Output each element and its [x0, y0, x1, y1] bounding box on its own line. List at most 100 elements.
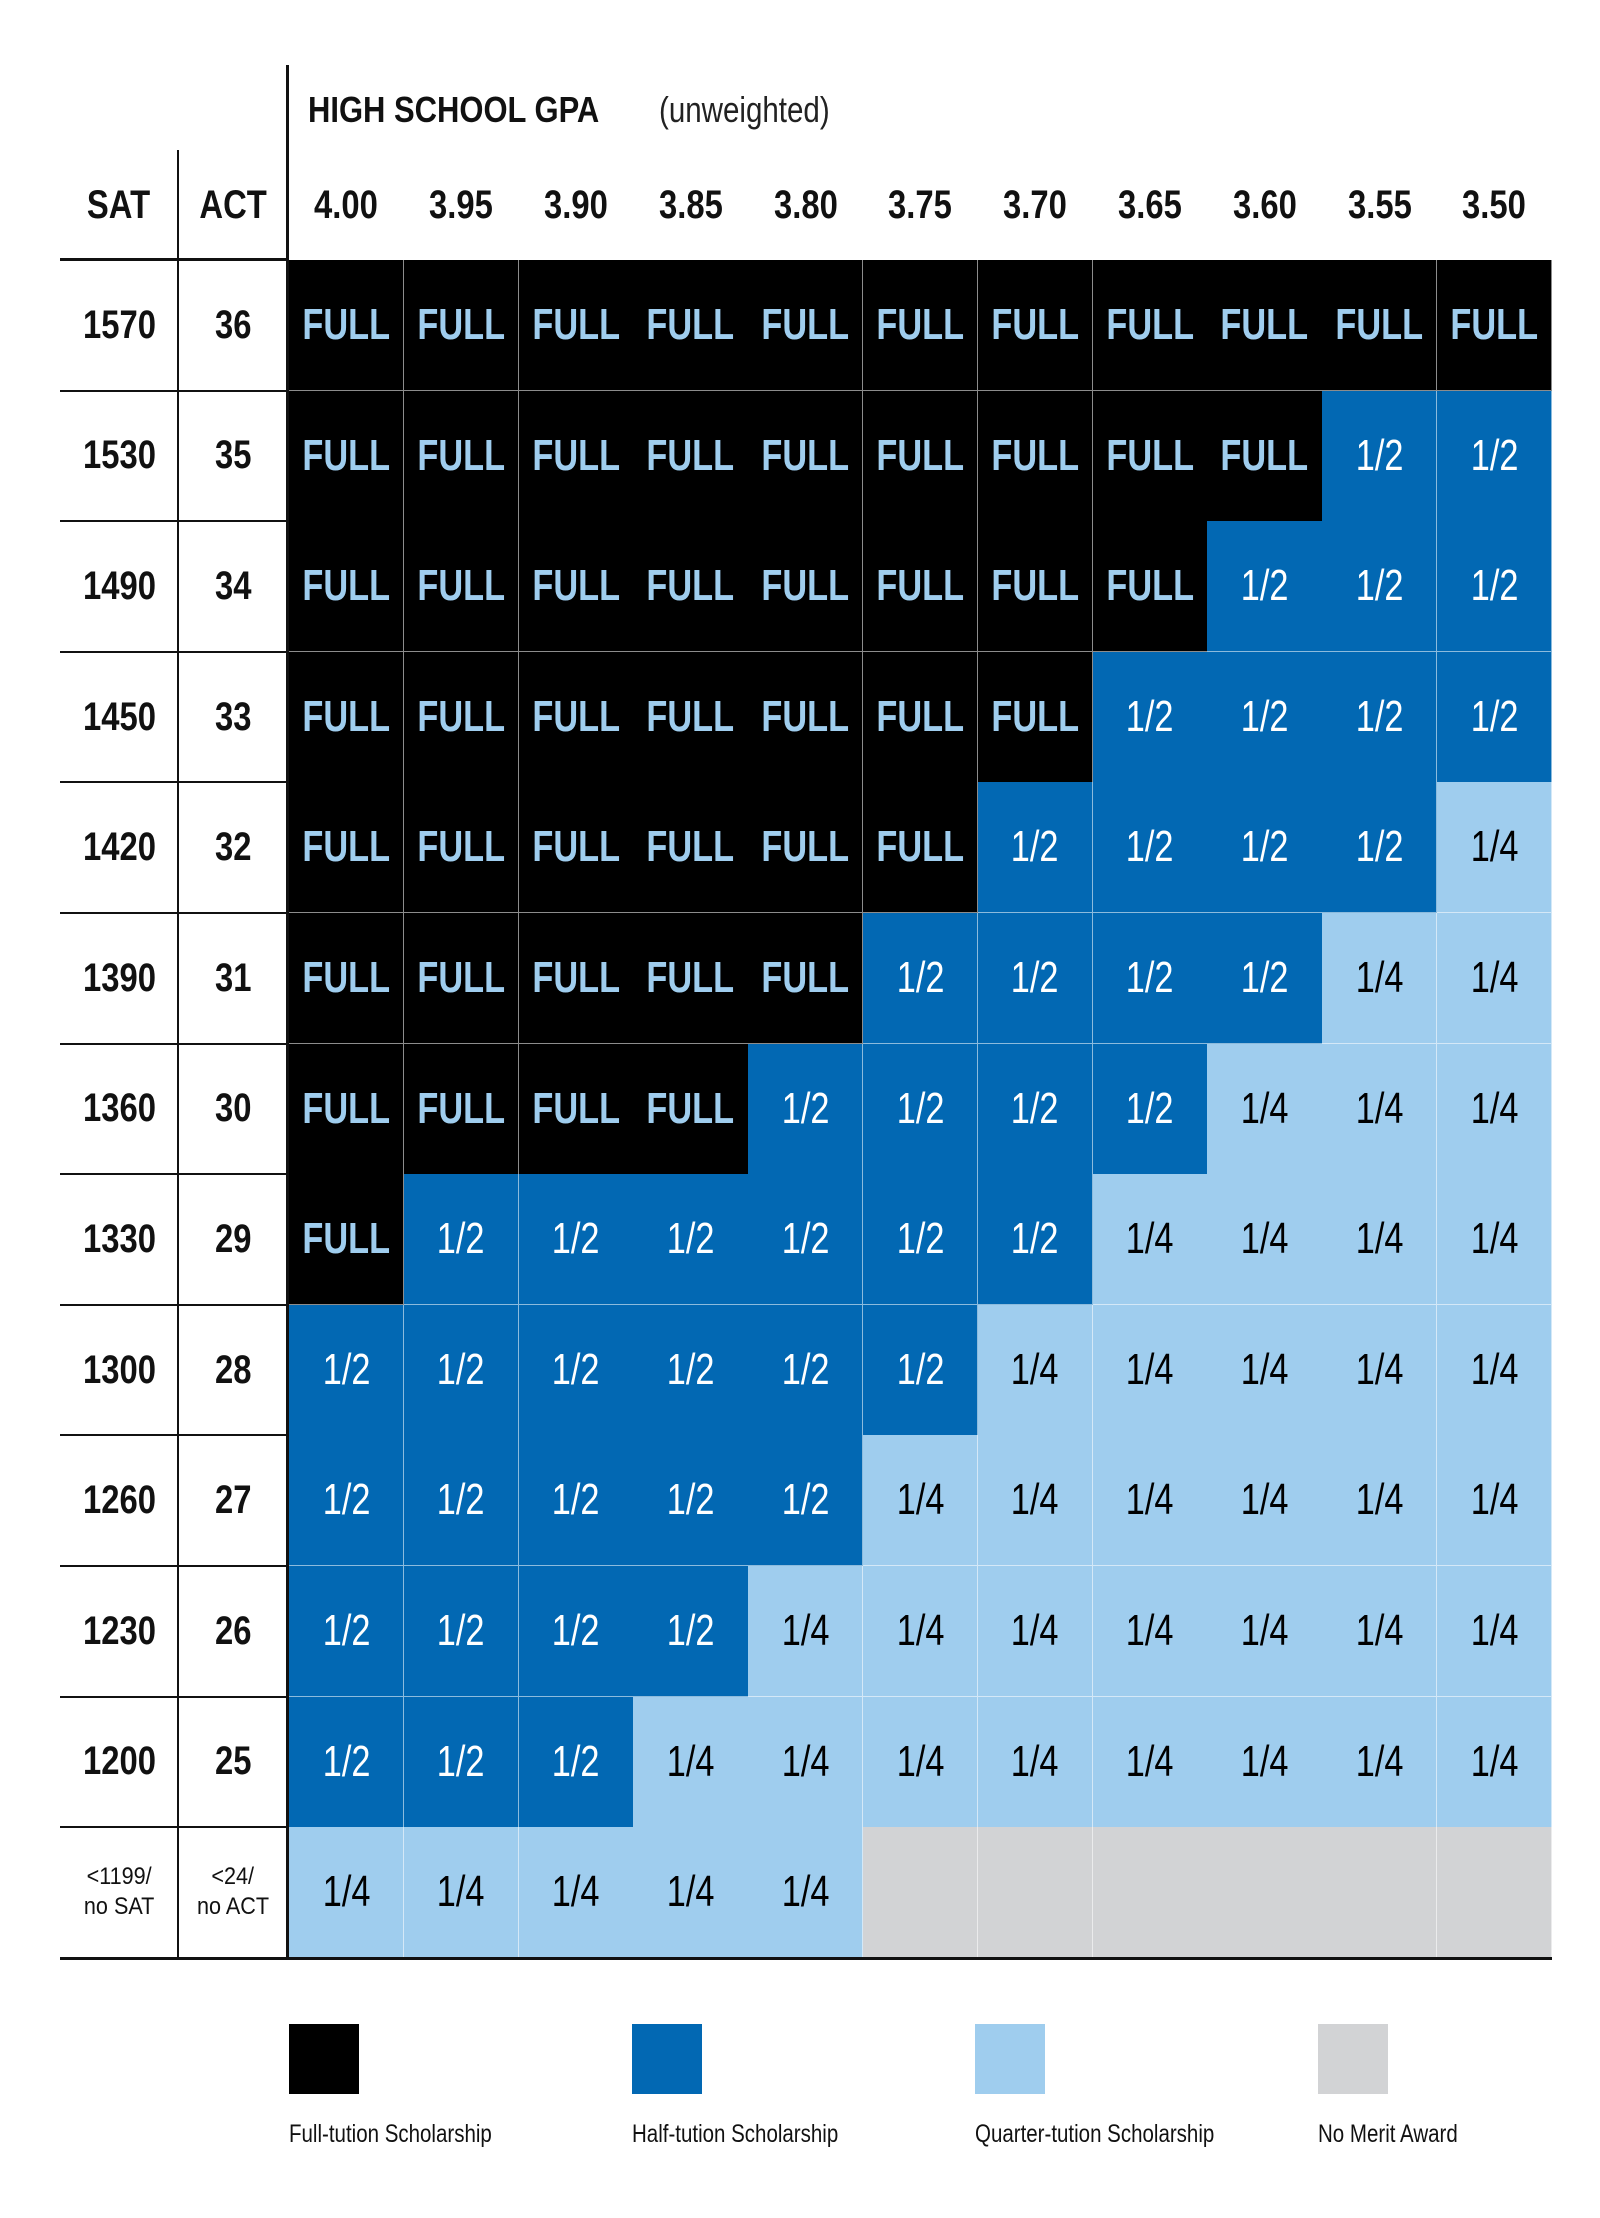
award-label: 1/4	[781, 1606, 830, 1656]
sat-score-label: 1300	[82, 1347, 156, 1392]
award-cell-full: FULL	[518, 390, 634, 522]
award-label: 1/2	[437, 1475, 485, 1525]
award-cell-half: 1/2	[403, 1435, 520, 1567]
sat-score-cell: 1260	[60, 1435, 178, 1566]
award-label: 1/2	[1011, 1083, 1059, 1133]
award-cell-half: 1/2	[289, 1566, 405, 1698]
award-cell-full: FULL	[633, 390, 749, 522]
legend-label-half: Half-tution Scholarship	[632, 2120, 952, 2160]
award-cell-half: 1/2	[748, 1435, 864, 1567]
legend-label-text: Quarter-tution Scholarship	[975, 2120, 1215, 2148]
award-cell-none	[977, 1827, 1094, 1959]
award-cell-full: FULL	[748, 651, 864, 783]
gpa-column-header: 3.50	[1437, 150, 1552, 260]
award-label: FULL	[646, 561, 735, 611]
award-label: 1/2	[1011, 1214, 1059, 1264]
award-cell-full: FULL	[977, 521, 1094, 653]
award-cell-quarter: 1/4	[1437, 913, 1553, 1045]
award-label: FULL	[991, 561, 1079, 611]
award-label: 1/2	[1355, 430, 1404, 480]
award-label: 1/2	[1125, 1083, 1174, 1133]
award-cell-full: FULL	[403, 782, 520, 914]
sat-score-cell: 1360	[60, 1044, 178, 1175]
award-label: FULL	[646, 953, 735, 1003]
award-label: FULL	[1450, 300, 1538, 350]
award-label: FULL	[876, 561, 964, 611]
row-divider	[60, 520, 289, 523]
act-score-label: 32	[214, 825, 252, 870]
legend-label-quarter: Quarter-tution Scholarship	[975, 2120, 1295, 2160]
award-label: 1/4	[1470, 1606, 1519, 1656]
award-cell-quarter: 1/4	[1207, 1566, 1323, 1698]
gpa-title: HIGH SCHOOL GPA (unweighted)	[308, 82, 867, 138]
legend-label-full: Full-tution Scholarship	[289, 2120, 609, 2160]
award-cell-full: FULL	[1207, 390, 1323, 522]
award-label: 1/2	[1355, 822, 1404, 872]
award-cell-full: FULL	[863, 782, 979, 914]
award-cell-half: 1/2	[289, 1696, 405, 1828]
award-cell-full: FULL	[518, 260, 634, 392]
award-cell-quarter: 1/4	[289, 1827, 405, 1959]
award-label: FULL	[417, 430, 505, 480]
gpa-column-header: 3.70	[978, 150, 1093, 260]
award-cell-quarter: 1/4	[1437, 1174, 1553, 1306]
award-cell-quarter: 1/4	[403, 1827, 520, 1959]
award-label: 1/2	[437, 1736, 485, 1786]
act-score-label: 31	[214, 955, 252, 1000]
award-cell-half: 1/2	[1322, 651, 1438, 783]
award-cell-quarter: 1/4	[1092, 1566, 1208, 1698]
award-label: 1/2	[1125, 822, 1174, 872]
act-header-label: ACT	[199, 182, 267, 227]
gpa-column-header: 3.65	[1093, 150, 1208, 260]
award-label: 1/4	[1355, 1083, 1404, 1133]
gpa-column-label: 3.80	[773, 182, 838, 227]
award-cell-half: 1/2	[863, 913, 979, 1045]
award-cell-half: 1/2	[1322, 782, 1438, 914]
award-label: 1/4	[322, 1867, 371, 1917]
act-score-label-line: no ACT	[196, 1893, 270, 1921]
award-label: 1/2	[437, 1214, 485, 1264]
award-label: FULL	[302, 300, 390, 350]
row-divider	[60, 1303, 289, 1306]
act-score-cell: 25	[178, 1697, 288, 1828]
award-label: 1/2	[896, 953, 945, 1003]
award-label: 1/4	[1240, 1344, 1289, 1394]
sat-score-label-line: <1199/	[86, 1863, 152, 1891]
award-label: 1/4	[1355, 953, 1404, 1003]
award-cell-none	[863, 1827, 979, 1959]
table-bottom-line	[60, 1956, 1552, 1960]
award-label: 1/2	[322, 1606, 371, 1656]
award-label: 1/2	[1240, 691, 1289, 741]
award-label: FULL	[1220, 300, 1309, 350]
award-cell-quarter: 1/4	[1322, 1435, 1438, 1567]
gpa-column-header: 3.60	[1207, 150, 1322, 260]
award-label: 1/2	[1355, 691, 1404, 741]
award-cell-full: FULL	[633, 651, 749, 783]
award-label: 1/4	[437, 1867, 485, 1917]
sat-score-cell: 1230	[60, 1566, 178, 1697]
award-label: 1/4	[1011, 1606, 1059, 1656]
award-label: 1/4	[1011, 1475, 1059, 1525]
award-cell-half: 1/2	[633, 1304, 749, 1436]
sat-score-label: 1450	[82, 694, 156, 739]
award-cell-none	[1437, 1827, 1553, 1959]
sat-score-label: 1200	[82, 1739, 156, 1784]
award-cell-half: 1/2	[403, 1174, 520, 1306]
award-cell-half: 1/2	[1207, 521, 1323, 653]
act-header: ACT	[178, 150, 288, 260]
row-divider	[60, 1042, 289, 1045]
award-cell-full: FULL	[1207, 260, 1323, 392]
award-label: 1/4	[896, 1736, 945, 1786]
sat-header: SAT	[60, 150, 178, 260]
legend-swatch-quarter	[975, 2024, 1045, 2094]
award-label: FULL	[876, 300, 964, 350]
award-cell-full: FULL	[403, 260, 520, 392]
sat-score-cell: 1570	[60, 260, 178, 391]
award-label: 1/2	[322, 1344, 371, 1394]
award-cell-full: FULL	[748, 913, 864, 1045]
award-label: 1/2	[551, 1606, 600, 1656]
header-vertical-line	[286, 65, 289, 1958]
award-cell-full: FULL	[289, 651, 405, 783]
award-label: 1/4	[1470, 1083, 1519, 1133]
legend-label-text: No Merit Award	[1318, 2120, 1458, 2148]
